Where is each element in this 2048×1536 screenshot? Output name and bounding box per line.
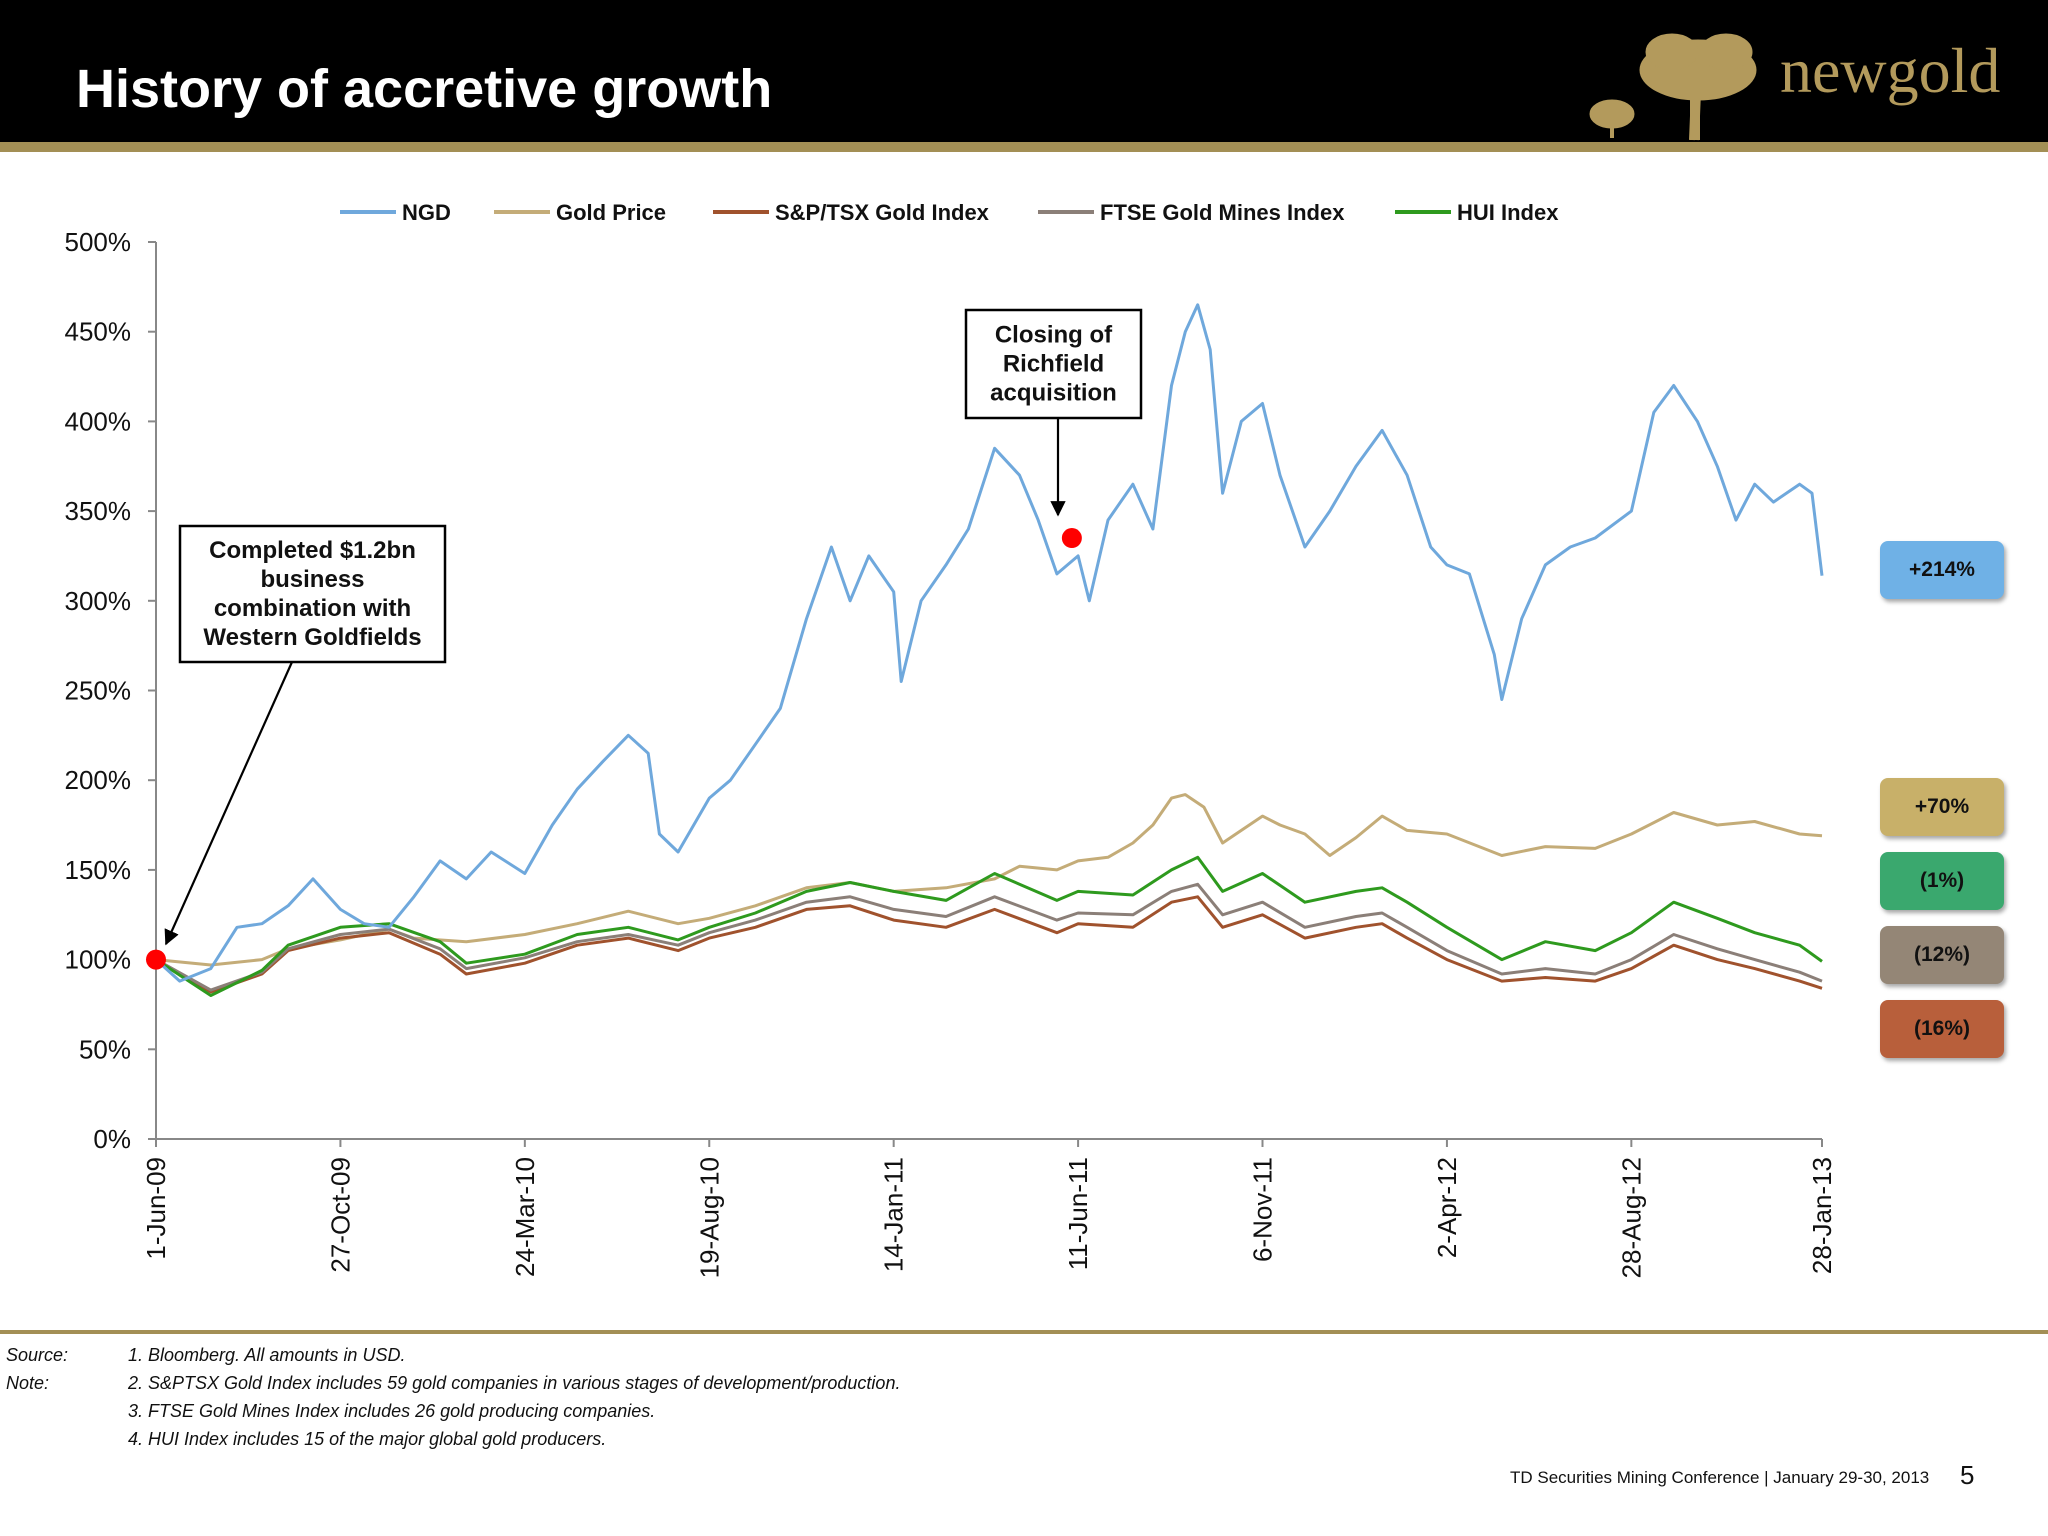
legend-label: S&P/TSX Gold Index xyxy=(775,200,990,225)
footnote-2: 2. S&PTSX Gold Index includes 59 gold co… xyxy=(128,1373,901,1393)
badge-ngd: +214% xyxy=(1880,541,2004,599)
annotation-text: Closing of xyxy=(995,322,1113,349)
note-label: Note: xyxy=(6,1373,50,1393)
event-marker xyxy=(146,949,166,970)
footnote-3: 3. FTSE Gold Mines Index includes 26 gol… xyxy=(128,1401,656,1421)
legend-label: Gold Price xyxy=(556,200,666,225)
legend-label: FTSE Gold Mines Index xyxy=(1100,200,1345,225)
series-line-ftse-gold-mines-index xyxy=(155,882,1823,992)
source-label: Source: xyxy=(6,1345,69,1365)
y-tick-label: 0% xyxy=(93,1124,131,1154)
footnote-1: 1. Bloomberg. All amounts in USD. xyxy=(128,1345,406,1365)
conference-footer: TD Securities Mining Conference | Januar… xyxy=(1510,1468,1930,1487)
annotation-text: acquisition xyxy=(990,380,1117,407)
badge-s-p-tsx-gold-index: (16%) xyxy=(1880,1000,2004,1058)
x-tick-label: 28-Jan-13 xyxy=(1807,1157,1837,1274)
x-tick-label: 2-Apr-12 xyxy=(1432,1157,1462,1258)
y-tick-label: 250% xyxy=(65,676,132,706)
series-lines xyxy=(154,303,1824,997)
logo-text: newgold xyxy=(1780,35,2000,106)
newgold-logo: newgold xyxy=(1589,33,2000,141)
legend-label: HUI Index xyxy=(1457,200,1559,225)
badge-ftse-gold-mines-index: (12%) xyxy=(1880,926,2004,984)
annotation-box xyxy=(964,308,1143,420)
x-tick-label: 11-Jun-11 xyxy=(1063,1157,1093,1270)
annotation-text: Completed $1.2bn xyxy=(209,537,416,564)
y-tick-label: 200% xyxy=(65,765,132,795)
x-tick-label: 1-Jun-09 xyxy=(141,1157,171,1260)
series-line-hui-index xyxy=(155,855,1823,997)
y-tick-label: 500% xyxy=(65,227,132,257)
y-tick-label: 150% xyxy=(65,855,132,885)
x-tick-label: 6-Nov-11 xyxy=(1248,1157,1278,1262)
legend: NGD Gold Price S&P/TSX Gold Index FTSE Gold… xyxy=(340,200,1559,225)
annotation-box xyxy=(178,524,447,664)
performance-chart: 0% 50% 100% 150% 200% 250% 300% 350% 400% 450% 500… xyxy=(65,200,1838,1278)
x-tick-label: 14-Jan-11 xyxy=(879,1157,909,1272)
y-tick-label: 450% xyxy=(65,317,132,347)
series-line-s-p-tsx-gold-index xyxy=(155,895,1823,994)
tree-icon xyxy=(1589,33,1757,141)
axes: 0% 50% 100% 150% 200% 250% 300% 350% 400% 450% 500… xyxy=(65,227,1838,1278)
page-number: 5 xyxy=(1960,1460,1975,1490)
x-tick-label: 27-Oct-09 xyxy=(325,1157,355,1273)
x-tick-label: 28-Aug-12 xyxy=(1616,1157,1646,1278)
x-tick-label: 24-Mar-10 xyxy=(510,1157,540,1277)
y-tick-label: 400% xyxy=(65,406,132,436)
annotation-text: business xyxy=(260,566,364,593)
annotation-text: Western Goldfields xyxy=(203,624,421,651)
header-gold-rule xyxy=(0,142,2048,152)
slide-title: History of accretive growth xyxy=(76,59,773,119)
annotation-text: combination with xyxy=(214,595,411,622)
y-tick-label: 50% xyxy=(79,1034,131,1064)
annotation-arrow xyxy=(164,661,294,946)
y-tick-label: 350% xyxy=(65,496,132,526)
y-tick-label: 300% xyxy=(65,586,132,616)
series-line-gold-price xyxy=(155,793,1823,967)
x-tick-label: 19-Aug-10 xyxy=(694,1157,724,1278)
badge-gold-price: +70% xyxy=(1880,778,2004,836)
event-marker xyxy=(1061,528,1082,549)
y-tick-label: 100% xyxy=(65,945,132,975)
annotation-text: Richfield xyxy=(1003,351,1104,378)
badge-hui-index: (1%) xyxy=(1880,852,2004,910)
footnote-4: 4. HUI Index includes 15 of the major gl… xyxy=(128,1429,607,1449)
footer-gold-rule xyxy=(0,1330,2048,1334)
legend-label: NGD xyxy=(402,200,451,225)
series-line-ngd xyxy=(154,303,1824,983)
